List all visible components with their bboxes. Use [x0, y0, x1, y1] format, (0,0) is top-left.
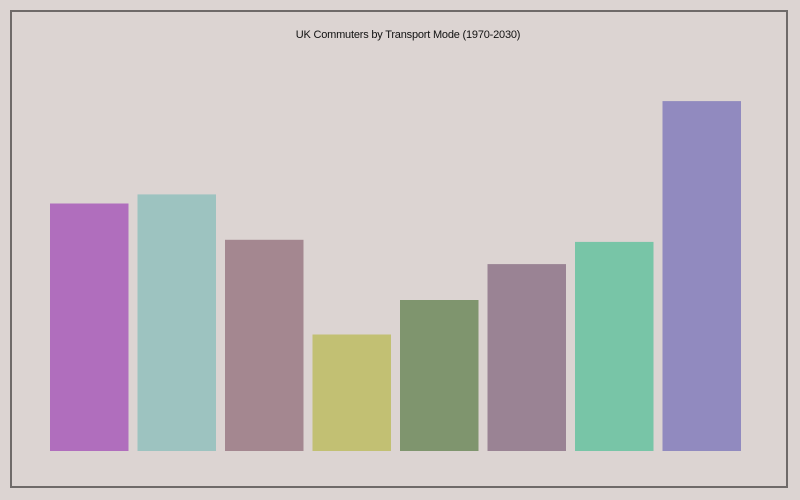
chart-frame — [10, 10, 788, 488]
chart-title: UK Commuters by Transport Mode (1970-203… — [295, 29, 521, 41]
bar-1 — [50, 203, 129, 451]
bar-2 — [137, 194, 216, 451]
bar-6 — [487, 264, 566, 451]
bar-5 — [400, 300, 479, 451]
bar-3 — [225, 239, 304, 451]
bar-7 — [575, 241, 654, 451]
bar-8 — [662, 101, 741, 451]
bar-4 — [312, 334, 391, 451]
